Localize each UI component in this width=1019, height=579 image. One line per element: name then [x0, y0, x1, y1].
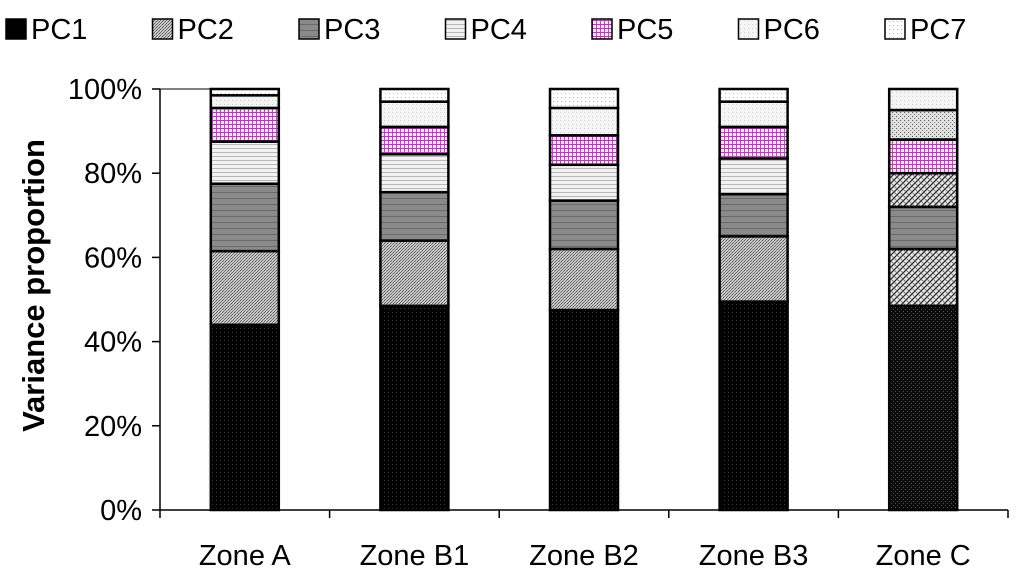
x-tick-label-zone-a: Zone A [199, 540, 292, 572]
bar-segment-zone-b2-pc1 [548, 308, 620, 512]
bar-segment-zone-b1-pc3 [379, 190, 450, 242]
bar-segment-zone-a-pc3 [209, 182, 281, 253]
legend-label-pc2: PC2 [178, 14, 234, 46]
bar-segment-zone-a-pc6 [209, 94, 281, 110]
bar-segment-zone-c-pc4 [887, 171, 959, 209]
legend-label-pc5: PC5 [617, 14, 673, 46]
legend-swatch-pc2 [151, 18, 174, 40]
bar-segment-zone-b1-pc7 [379, 87, 450, 103]
bar-segment-zone-a-pc5 [209, 106, 281, 143]
y-tick-label: 60% [84, 242, 142, 274]
legend-swatch-pc3 [298, 18, 320, 40]
legend-swatch-pc7 [884, 18, 906, 40]
legend-swatch-pc6 [737, 18, 760, 40]
bar-segment-zone-b1-pc1 [379, 304, 450, 512]
y-tick-label: 0% [100, 495, 142, 527]
bar-segment-zone-b2-pc5 [548, 134, 620, 167]
bar-segment-zone-b3-pc2 [718, 235, 789, 303]
legend-swatch-pc5 [591, 18, 613, 40]
bar-segment-zone-b2-pc6 [548, 106, 620, 137]
axes [152, 88, 1009, 518]
y-tick-label: 80% [84, 158, 142, 190]
legend-label-pc1: PC1 [31, 14, 87, 46]
legend: PC1 PC2 PC3 PC4 PC5 PC6 PC7 [5, 14, 966, 46]
bar-segment-zone-c-pc6 [887, 108, 959, 141]
legend-label-pc6: PC6 [764, 14, 820, 46]
x-tick-label-zone-b2: Zone B2 [529, 540, 639, 572]
bar-segment-zone-b3-pc4 [718, 157, 789, 196]
legend-item-pc1: PC1 [5, 14, 87, 46]
bar-segment-zone-b2-pc3 [548, 199, 620, 251]
bar-segment-zone-a-pc7 [209, 87, 281, 97]
legend-swatch-pc1 [5, 18, 27, 40]
bar-segment-zone-b2-pc7 [548, 87, 620, 110]
legend-item-pc5: PC5 [591, 14, 673, 46]
axis-labels: 0% 20% 40% 60% 80% 100% Zone A Zone B1 Zone B2 Zo… [16, 74, 971, 572]
x-tick-label-zone-b3: Zone B3 [699, 540, 809, 572]
bar-segment-zone-b1-pc5 [379, 125, 450, 156]
legend-label-pc4: PC4 [471, 14, 527, 46]
legend-item-pc6: PC6 [737, 14, 820, 46]
y-tick-label: 40% [84, 327, 142, 359]
bar-segment-zone-a-pc1 [209, 323, 281, 512]
legend-label-pc3: PC3 [324, 14, 380, 46]
legend-label-pc7: PC7 [910, 14, 966, 46]
bar-segment-zone-b3-pc5 [718, 125, 789, 160]
legend-swatch-pc4 [444, 18, 467, 40]
legend-item-pc2: PC2 [151, 14, 234, 46]
bar-segment-zone-c-pc5 [887, 138, 959, 175]
bar-segment-zone-c-pc7 [887, 87, 959, 112]
bar-segment-zone-c-pc2 [887, 247, 959, 308]
bar-segment-zone-b2-pc2 [548, 247, 620, 312]
bar-segment-zone-c-pc3 [887, 205, 959, 251]
legend-item-pc3: PC3 [298, 14, 380, 46]
legend-item-pc7: PC7 [884, 14, 966, 46]
bar-segment-zone-b1-pc4 [379, 153, 450, 194]
bar-segment-zone-b1-pc2 [379, 239, 450, 308]
y-tick-label: 100% [68, 74, 142, 106]
bar-segment-zone-b2-pc4 [548, 163, 620, 202]
bar-segment-zone-b3-pc3 [718, 193, 789, 238]
legend-item-pc4: PC4 [444, 14, 527, 46]
bar-segment-zone-c-pc1 [887, 304, 959, 512]
bar-segment-zone-b1-pc6 [379, 100, 450, 129]
bar-segment-zone-b3-pc6 [718, 100, 789, 129]
bars [209, 87, 959, 512]
bar-segment-zone-b3-pc7 [718, 87, 789, 103]
bar-segment-zone-a-pc4 [209, 140, 281, 185]
y-axis-title: Variance proportion [16, 139, 51, 432]
y-tick-label: 20% [84, 411, 142, 443]
x-tick-label-zone-c: Zone C [876, 540, 971, 572]
x-tick-label-zone-b1: Zone B1 [360, 540, 470, 572]
bar-segment-zone-b3-pc1 [718, 300, 789, 512]
bar-segment-zone-a-pc2 [209, 249, 281, 327]
